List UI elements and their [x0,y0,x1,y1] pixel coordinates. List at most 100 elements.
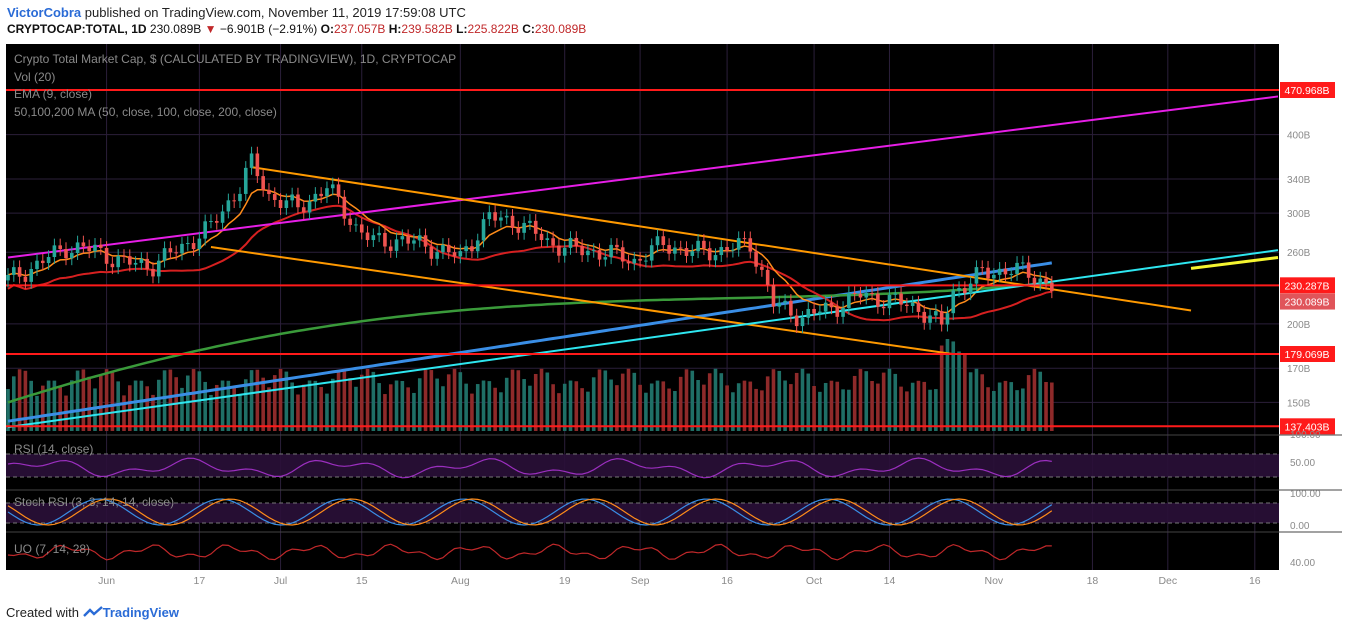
volume-bar [968,372,973,431]
volume-bar [516,370,521,431]
candle-body [934,311,938,316]
candle-body [986,267,990,279]
volume-bar [191,369,196,431]
candle-body [354,224,358,226]
candle-body [122,255,126,257]
candle-body [980,267,985,269]
volume-bar [58,385,62,431]
volume-bar [499,392,503,431]
volume-bar [290,382,294,431]
price-tick-label: 300B [1287,209,1311,220]
candle-body [1050,282,1054,292]
candle-body [603,257,608,260]
candle-body [284,200,289,208]
volume-bar [232,386,236,431]
candle-body [377,232,381,236]
candle-body [452,252,457,257]
candle-body [64,249,68,259]
candle-body [580,246,584,256]
candle-body [876,293,880,307]
volume-bar [684,369,689,431]
candle-body [922,311,927,323]
volume-bar [342,369,347,431]
volume-bar [922,381,927,431]
volume-bar [133,380,138,431]
stoch-band [6,503,1279,523]
candle-body [348,218,352,225]
candle-body [429,246,434,259]
volume-bar [533,373,538,431]
volume-bar [702,384,706,431]
candle-body [760,266,764,270]
candle-body [806,308,811,318]
candle-body [365,232,370,241]
trendline-channel-bottom [210,246,954,356]
volume-bar [771,369,776,431]
candle-body [46,257,51,264]
volume-bar [475,384,480,431]
candle-body [1032,277,1037,284]
candle-body [783,300,787,303]
candle-body [551,238,555,246]
level-label: 230.287B [1285,280,1330,292]
candle-body [423,235,428,247]
candle-body [928,315,932,323]
trendline-resistance [7,95,1279,259]
chart-area[interactable]: 470.968B 230.287B 179.069B 137.403B 230.089B… [0,40,1348,601]
volume-bar [777,370,782,431]
volume-bar [406,387,410,431]
volume-bar [272,375,277,431]
publish-text: published on TradingView.com, November 1… [84,5,466,20]
candle-body [359,224,364,233]
candle-body [151,268,155,277]
volume-bar [992,390,996,431]
candle-body [586,250,590,256]
time-tick-label: 14 [884,575,896,587]
candle-body [545,238,550,241]
volume-bar [209,394,213,431]
volume-bar [847,389,851,431]
candle-body [261,176,265,190]
volume-bar [742,380,747,431]
volume-bar [939,345,944,431]
volume-bar [238,394,242,431]
time-tick-label: 17 [194,575,206,587]
volume-bar [458,372,463,431]
volume-bar [81,369,86,431]
volume-bar [568,380,573,431]
volume-bar [748,381,753,431]
volume-bar [754,388,758,431]
author-link[interactable]: VictorCobra [7,5,82,20]
volume-bar [997,382,1002,431]
time-tick-label: Jul [274,575,287,587]
volume-bar [655,380,660,431]
volume-bar [510,369,515,431]
candle-body [197,238,202,250]
volume-bar [336,369,341,431]
tradingview-brand-link[interactable]: TradingView [102,605,179,620]
volume-bar [313,380,318,431]
candle-body [383,232,387,247]
volume-bar [696,380,700,431]
volume-bar [6,389,10,431]
price-tick-label: 200B [1287,320,1311,331]
volume-bar [127,385,132,431]
candle-body [539,233,544,241]
candle-body [870,292,874,294]
volume-bar [104,369,109,431]
candle-body [458,251,463,257]
volume-bar [98,375,103,431]
candle-body [1044,278,1048,283]
volume-bar [441,386,445,431]
volume-bar [412,392,416,431]
candle-body [116,255,120,268]
candle-body [765,269,770,285]
close-label: C: [522,22,535,36]
volume-bar [812,386,816,431]
candle-body [864,292,869,298]
oscillator-tick-label: 100.00 [1290,430,1321,441]
candle-body [504,215,509,218]
level-label: 470.968B [1285,85,1330,97]
candle-body [644,260,648,262]
volume-bar [377,383,381,431]
